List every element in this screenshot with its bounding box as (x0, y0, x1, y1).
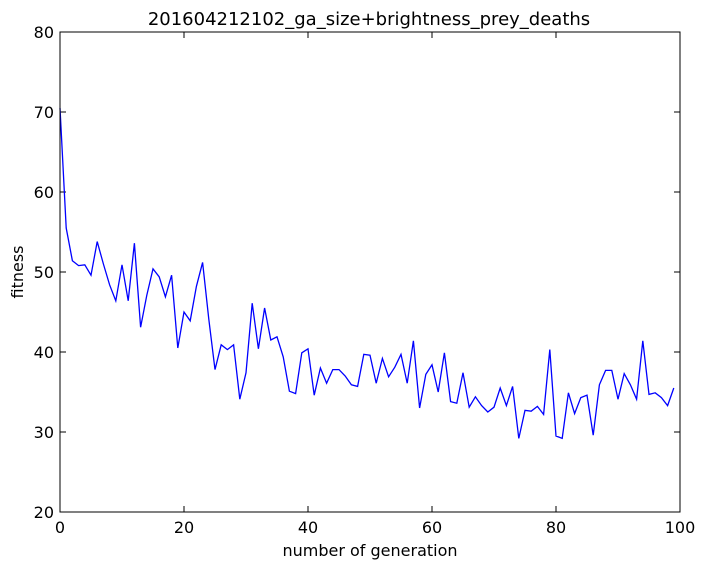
y-axis-label: fitness (8, 245, 27, 298)
y-tick-label: 40 (34, 343, 54, 362)
y-tick-label: 50 (34, 263, 54, 282)
y-tick-label: 80 (34, 23, 54, 42)
x-axis-label: number of generation (282, 541, 457, 560)
y-tick-label: 70 (34, 103, 54, 122)
x-tick-label: 100 (665, 518, 696, 537)
series-line (59, 107, 675, 440)
x-tick-label: 0 (55, 518, 65, 537)
y-tick-label: 60 (34, 183, 54, 202)
chart-title: 201604212102_ga_size+brightness_prey_dea… (148, 9, 590, 30)
x-tick-label: 40 (298, 518, 318, 537)
x-tick-label: 20 (174, 518, 194, 537)
plot-area-frame (59, 31, 681, 513)
x-tick-label: 60 (422, 518, 442, 537)
x-tick-label: 80 (546, 518, 566, 537)
y-tick-label: 20 (34, 503, 54, 522)
y-tick-label: 30 (34, 423, 54, 442)
